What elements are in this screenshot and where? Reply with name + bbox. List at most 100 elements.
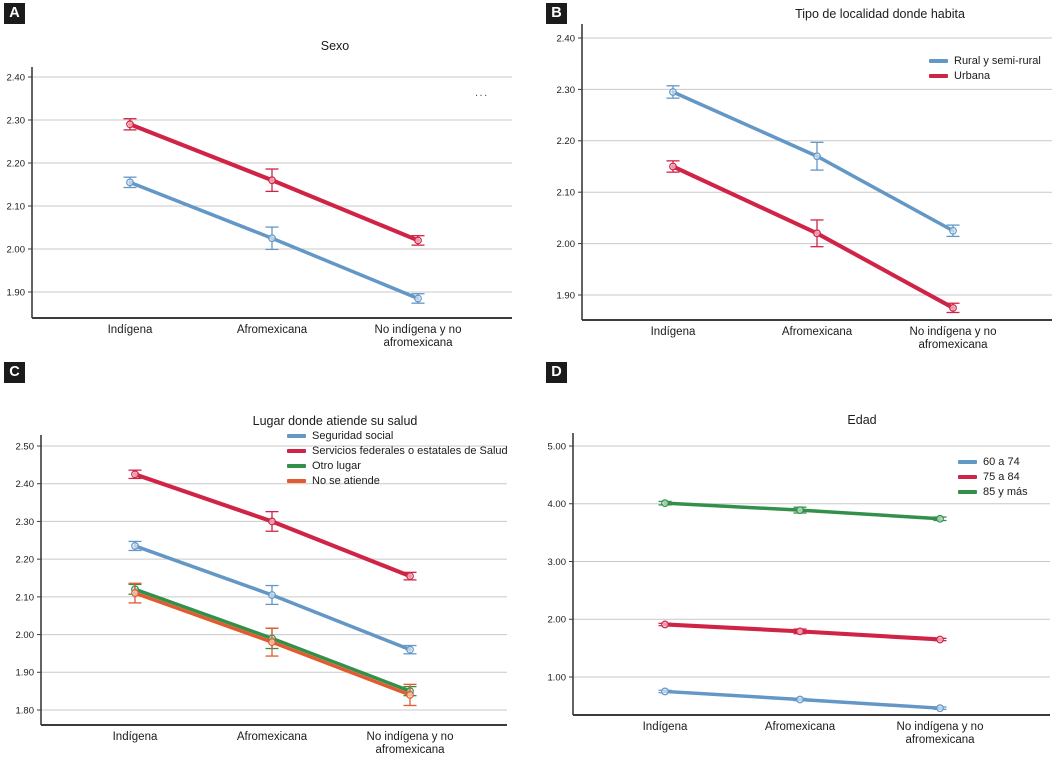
legend-swatch	[929, 74, 948, 78]
legend-item: Otro lugar	[287, 460, 508, 472]
y-tick-label: 2.00	[548, 615, 567, 626]
legend-swatch	[958, 460, 977, 464]
y-tick-label: 1.00	[548, 672, 567, 683]
legend-item-label: No se atiende	[312, 475, 380, 487]
data-point-marker	[796, 695, 804, 704]
panel-b-title: Tipo de localidad donde habita	[795, 7, 965, 21]
legend-item-label: Servicios federales o estatales de Salud	[312, 445, 508, 457]
y-tick-label: 2.40	[7, 72, 26, 83]
series-red	[123, 118, 425, 246]
series-no-se-atiende	[128, 582, 417, 707]
series-75-a-84	[658, 620, 947, 644]
y-tick-label: 2.10	[16, 592, 35, 603]
data-point-marker	[268, 591, 276, 599]
legend-item-label: Urbana	[954, 70, 991, 82]
y-axis: 2.50 2.40 2.30 2.20 2.10 2.00 1.90 1.80	[16, 441, 41, 716]
panel-d-badge: D	[546, 362, 567, 383]
y-tick-label: 2.20	[557, 136, 576, 147]
y-axis: 2.40 2.30 2.20 2.10 2.00 1.90	[7, 72, 32, 298]
data-point-marker	[669, 162, 677, 171]
legend-item: 75 a 84	[958, 471, 1028, 483]
data-point-marker	[796, 627, 804, 636]
data-point-marker	[414, 294, 422, 303]
legend-swatch	[958, 475, 977, 479]
data-point-marker	[661, 620, 669, 629]
data-point-marker	[268, 638, 276, 647]
data-point-marker	[813, 229, 821, 238]
y-axis: 5.00 4.00 3.00 2.00 1.00	[548, 441, 573, 683]
data-point-marker	[406, 691, 414, 699]
x-category-label: Indígena	[643, 721, 688, 733]
x-category-label: No indígena y no	[375, 324, 462, 336]
y-tick-label: 2.00	[7, 244, 26, 255]
y-tick-label: 1.90	[7, 287, 26, 298]
y-tick-label: 2.00	[16, 630, 35, 641]
legend-item-label: 60 a 74	[983, 456, 1020, 468]
panel-b-chart: 2.40 2.30 2.20 2.10 2.00 1.90 Indígena Afromexi…	[557, 24, 1052, 351]
y-tick-label: 1.90	[557, 290, 576, 301]
legend-swatch	[287, 449, 306, 453]
x-category-label: No indígena y no	[897, 721, 984, 733]
data-point-marker	[406, 645, 414, 654]
panel-b-legend: Rural y semi-rural Urbana	[929, 55, 1041, 82]
panel-d-title: Edad	[847, 413, 877, 427]
legend-swatch	[287, 464, 306, 468]
panel-c-title: Lugar donde atiende su salud	[252, 414, 418, 428]
legend-item-label: Seguridad social	[312, 430, 394, 442]
data-point-marker	[131, 542, 139, 550]
x-axis: Indígena Afromexicana No indígena y noafro…	[643, 721, 984, 746]
x-category-label: Indígena	[651, 326, 696, 338]
series-60-a-74	[658, 687, 947, 713]
x-category-label: Afromexicana	[782, 326, 853, 338]
x-category-label: afromexicana	[375, 744, 445, 756]
data-point-marker	[949, 226, 957, 235]
x-category-label: afromexicana	[905, 734, 975, 746]
series-85-y-m-s	[658, 499, 947, 523]
series-urbana	[666, 160, 960, 314]
panel-d-legend: 60 a 74 75 a 84 85 y más	[958, 456, 1028, 498]
y-tick-label: 2.40	[16, 479, 35, 490]
data-point-marker	[268, 234, 276, 243]
data-point-marker	[126, 178, 134, 187]
series-seguridad-social	[128, 540, 417, 655]
panel-c-chart: 2.50 2.40 2.30 2.20 2.10 2.00 1.90 1.80 Indígena…	[16, 435, 507, 756]
y-tick-label: 2.00	[557, 239, 576, 250]
data-point-marker	[936, 635, 944, 644]
legend-swatch	[287, 434, 306, 438]
data-point-marker	[669, 88, 677, 96]
y-tick-label: 2.30	[557, 85, 576, 96]
panel-c-badge: C	[4, 362, 25, 383]
panel-a-truncated-legend: ...	[475, 87, 489, 99]
data-point-marker	[813, 152, 821, 161]
legend-item-label: 75 a 84	[983, 471, 1020, 483]
legend-item: Seguridad social	[287, 430, 508, 442]
data-point-marker	[131, 589, 139, 597]
x-category-label: afromexicana	[383, 337, 453, 349]
legend-item: 60 a 74	[958, 456, 1028, 468]
panel-c-legend: Seguridad social Servicios federales o es…	[287, 430, 508, 487]
legend-item-label: Otro lugar	[312, 460, 361, 472]
y-tick-label: 4.00	[548, 499, 567, 510]
legend-item: Rural y semi-rural	[929, 55, 1041, 67]
x-category-label: Indígena	[108, 324, 153, 336]
data-point-marker	[796, 506, 804, 515]
x-axis: Indígena Afromexicana No indígena y noafro…	[113, 731, 454, 756]
series-rural-y-semi-rural	[666, 85, 960, 238]
y-tick-label: 5.00	[548, 441, 567, 452]
panel-d-chart: 5.00 4.00 3.00 2.00 1.00 Indígena Afromexicana…	[548, 433, 1050, 746]
x-axis: Indígena Afromexicana No indígena y noafro…	[651, 326, 997, 351]
legend-item-label: Rural y semi-rural	[954, 55, 1041, 67]
data-point-marker	[936, 514, 944, 523]
x-category-label: No indígena y no	[910, 326, 997, 338]
series-line	[670, 164, 956, 310]
legend-item: Servicios federales o estatales de Salud	[287, 445, 508, 457]
data-point-marker	[661, 687, 669, 696]
y-tick-label: 2.30	[7, 115, 26, 126]
data-point-marker	[949, 303, 957, 312]
y-tick-label: 2.50	[16, 441, 35, 452]
panel-a-badge: A	[4, 3, 25, 24]
panel-a-title: Sexo	[320, 39, 350, 53]
y-tick-label: 1.80	[16, 705, 35, 716]
y-tick-label: 2.10	[7, 201, 26, 212]
